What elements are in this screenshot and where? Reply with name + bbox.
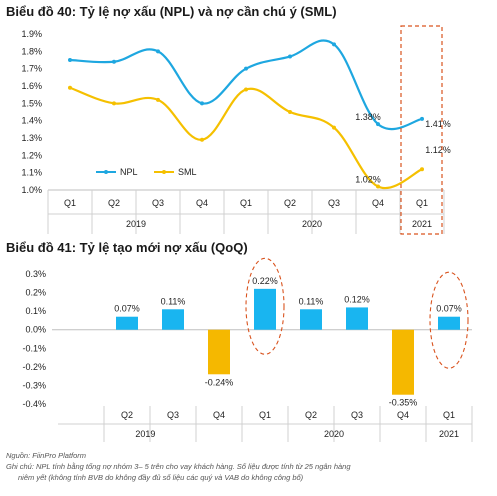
npl-point — [112, 59, 116, 64]
x-tick-label: Q1 — [416, 198, 428, 208]
highlight-ellipse — [429, 271, 469, 369]
bar — [392, 329, 414, 395]
footnote-line-1: Ghi chú: NPL tính bằng tổng nợ nhóm 3– 5… — [6, 462, 351, 471]
x-tick-label: Q2 — [284, 198, 296, 208]
npl-point — [288, 54, 292, 59]
x-tick-label: Q4 — [213, 410, 225, 420]
y-tick-label: 0.2% — [25, 288, 46, 298]
npl-point — [420, 116, 424, 121]
y-tick-label: 1.8% — [21, 46, 42, 56]
x-tick-label: Q1 — [259, 410, 271, 420]
npl-formation-bar-chart: -0.4% -0.3% -0.2% -0.1% 0.0% 0.1% 0.2% 0.3% 0.07… — [22, 257, 473, 442]
year-group-label: 2021 — [439, 429, 459, 439]
x-tick-label: Q3 — [328, 198, 340, 208]
x-tick-label: Q3 — [167, 410, 179, 420]
bar-value-label: -0.24% — [205, 377, 234, 387]
bar-value-label: 0.07% — [436, 304, 462, 314]
y-tick-label: 0.3% — [25, 269, 46, 279]
y-tick-label: 1.7% — [21, 64, 42, 74]
bar-value-label: 0.12% — [344, 294, 370, 304]
sml-point — [332, 125, 336, 130]
x-tick-label: Q1 — [240, 198, 252, 208]
y-tick-label: -0.3% — [22, 380, 46, 390]
x-tick-label: Q2 — [121, 410, 133, 420]
data-label: 1.41% — [425, 119, 451, 129]
legend-label: SML — [178, 167, 197, 177]
y-tick-label: 1.5% — [21, 98, 42, 108]
bar — [346, 307, 368, 330]
x-tick-label: Q3 — [152, 198, 164, 208]
x-tick-label: Q2 — [108, 198, 120, 208]
bar — [162, 309, 184, 330]
data-label: 1.38% — [355, 112, 381, 122]
chart1-title: Biểu đồ 40: Tỷ lệ nợ xấu (NPL) và nợ cần… — [6, 4, 337, 19]
x-tick-label: Q2 — [305, 410, 317, 420]
data-label: 1.12% — [425, 145, 451, 155]
data-label: 1.02% — [355, 175, 381, 185]
x-tick-label: Q4 — [196, 198, 208, 208]
bar-value-label: 0.22% — [252, 276, 278, 286]
sml-point — [288, 110, 292, 114]
bar-value-label: -0.35% — [389, 398, 418, 408]
bar — [254, 288, 276, 330]
year-group-label: 2020 — [324, 429, 344, 439]
highlight-box — [400, 25, 443, 235]
npl-point — [68, 58, 72, 62]
legend-marker — [162, 170, 166, 174]
sml-point — [244, 87, 248, 92]
bar-value-label: 0.11% — [299, 296, 324, 306]
bar — [116, 316, 138, 330]
npl-point — [244, 66, 248, 71]
y-tick-label: -0.1% — [22, 343, 46, 353]
x-tick-label: Q4 — [397, 410, 409, 420]
y-tick-label: -0.4% — [22, 399, 46, 409]
bar-value-label: 0.11% — [161, 296, 186, 306]
y-tick-label: 0.1% — [25, 306, 46, 316]
npl-point — [156, 49, 160, 54]
y-tick-label: 1.4% — [21, 116, 42, 126]
bar — [438, 316, 460, 330]
y-tick-label: 1.6% — [21, 81, 42, 91]
year-group-label: 2019 — [126, 219, 146, 229]
sml-point — [156, 97, 160, 102]
bar-value-label: 0.07% — [114, 304, 140, 314]
y-tick-label: -0.2% — [22, 362, 46, 372]
y-tick-label: 1.1% — [21, 168, 42, 178]
year-group-label: 2020 — [302, 219, 322, 229]
x-tick-label: Q3 — [351, 410, 363, 420]
highlight-ellipse — [245, 257, 285, 355]
npl-point — [200, 101, 204, 106]
bar — [300, 309, 322, 330]
y-tick-label: 1.0% — [21, 185, 42, 195]
sml-point — [112, 101, 116, 106]
year-group-label: 2021 — [412, 219, 432, 229]
sml-point — [200, 137, 204, 142]
y-tick-label: 1.3% — [21, 133, 42, 143]
y-tick-label: 0.0% — [25, 325, 46, 335]
sml-point — [420, 167, 424, 172]
sml-point — [68, 85, 72, 90]
npl-point — [376, 122, 380, 127]
sml-point — [376, 184, 380, 189]
y-tick-label: 1.2% — [21, 150, 42, 160]
x-tick-label: Q1 — [64, 198, 76, 208]
npl-point — [332, 42, 336, 47]
bar — [208, 329, 230, 375]
source-note: Nguồn: FiinPro Platform — [6, 451, 87, 460]
chart2-title: Biểu đồ 41: Tỷ lệ tạo mới nợ xấu (QoQ) — [6, 240, 248, 255]
legend-marker — [104, 170, 108, 174]
legend-label: NPL — [120, 167, 138, 177]
x-tick-label: Q1 — [443, 410, 455, 420]
footnote-line-2: niêm yết (không tính BVB do không đầy đủ… — [18, 473, 304, 482]
npl-sml-line-chart: 1.0% 1.1% 1.2% 1.3% 1.4% 1.5% 1.6% 1.7% 1.8% 1.9%… — [21, 25, 451, 235]
x-tick-label: Q4 — [372, 198, 384, 208]
y-tick-label: 1.9% — [21, 29, 42, 39]
year-group-label: 2019 — [135, 429, 155, 439]
